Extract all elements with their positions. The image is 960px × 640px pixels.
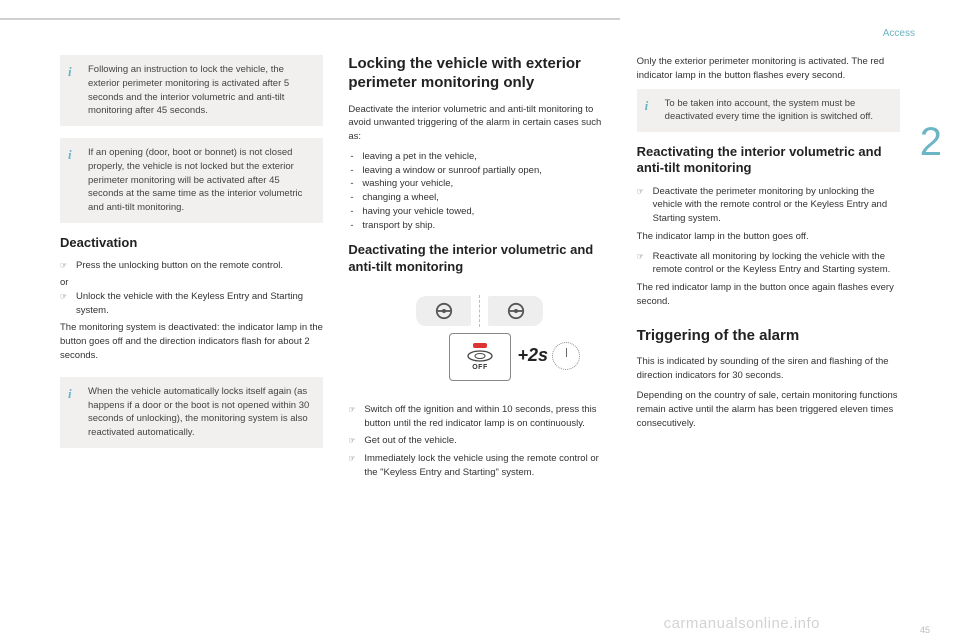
header-rule	[0, 18, 620, 20]
column-1: i Following an instruction to lock the v…	[60, 55, 323, 484]
info-icon: i	[68, 63, 82, 77]
list-item: leaving a window or sunroof partially op…	[348, 164, 611, 178]
button-row: OFF +2s	[348, 333, 611, 381]
deactivate-intro: Deactivate the interior volumetric and a…	[348, 103, 611, 144]
heading-exterior-only: Locking the vehicle with exterior perime…	[348, 55, 611, 93]
column-3: Only the exterior perimeter monitoring i…	[637, 55, 900, 484]
car-icon	[467, 350, 493, 362]
divider-icon	[479, 295, 480, 327]
info-text: If an opening (door, boot or bonnet) is …	[88, 147, 302, 213]
heading-deactivation: Deactivation	[60, 235, 323, 251]
heading-reactivate: Reactivating the interior volumetric and…	[637, 144, 900, 177]
info-box-lock-timing: i Following an instruction to lock the v…	[60, 55, 323, 126]
list-item: changing a wheel,	[348, 191, 611, 205]
info-text: Following an instruction to lock the veh…	[88, 64, 289, 116]
heading-triggering: Triggering of the alarm	[637, 327, 900, 346]
hold-2s-icon: +2s	[517, 342, 580, 370]
deactivation-result: The monitoring system is deactivated: th…	[60, 321, 323, 362]
list-item: washing your vehicle,	[348, 177, 611, 191]
lamp-off-note: The indicator lamp in the button goes of…	[637, 230, 900, 244]
cases-list: leaving a pet in the vehicle, leaving a …	[348, 150, 611, 233]
clock-icon	[552, 342, 580, 370]
column-2: Locking the vehicle with exterior perime…	[348, 55, 611, 484]
led-icon	[473, 343, 487, 348]
step-switch-off: Switch off the ignition and within 10 se…	[348, 403, 611, 431]
off-button-icon: OFF +2s	[449, 333, 511, 381]
info-icon: i	[68, 146, 82, 160]
info-box-opening: i If an opening (door, boot or bonnet) i…	[60, 138, 323, 223]
info-box-ignition: i To be taken into account, the system m…	[637, 89, 900, 133]
off-label: OFF	[472, 364, 488, 371]
step-deactivate-perimeter: Deactivate the perimeter monitoring by u…	[637, 185, 900, 226]
trigger-siren: This is indicated by sounding of the sir…	[637, 355, 900, 383]
info-icon: i	[68, 385, 82, 399]
exterior-only-note: Only the exterior perimeter monitoring i…	[637, 55, 900, 83]
trigger-country: Depending on the country of sale, certai…	[637, 389, 900, 430]
step-press-unlock: Press the unlocking button on the remote…	[60, 259, 323, 273]
step-keyless-unlock: Unlock the vehicle with the Keyless Entr…	[60, 290, 323, 318]
chapter-number: 2	[920, 120, 942, 165]
steering-row	[416, 295, 543, 327]
info-text: To be taken into account, the system mus…	[665, 98, 873, 123]
steering-right-icon	[488, 296, 543, 326]
watermark: carmanualsonline.info	[664, 615, 820, 632]
info-icon: i	[645, 97, 659, 111]
list-item: transport by ship.	[348, 219, 611, 233]
heading-deactivate-interior: Deactivating the interior volumetric and…	[348, 242, 611, 275]
list-item: having your vehicle towed,	[348, 205, 611, 219]
page-content: i Following an instruction to lock the v…	[60, 55, 900, 484]
list-item: leaving a pet in the vehicle,	[348, 150, 611, 164]
page-number: 45	[920, 625, 930, 635]
info-text: When the vehicle automatically locks its…	[88, 386, 309, 438]
steering-left-icon	[416, 296, 471, 326]
figure-off-button: OFF +2s	[348, 283, 611, 393]
info-box-autolock: i When the vehicle automatically locks i…	[60, 377, 323, 448]
step-reactivate-all: Reactivate all monitoring by locking the…	[637, 250, 900, 278]
plus2s-text: +2s	[517, 345, 548, 366]
or-label: or	[60, 277, 323, 288]
step-get-out: Get out of the vehicle.	[348, 434, 611, 448]
step-lock: Immediately lock the vehicle using the r…	[348, 452, 611, 480]
section-label: Access	[883, 28, 915, 39]
lamp-flash-note: The red indicator lamp in the button onc…	[637, 281, 900, 309]
